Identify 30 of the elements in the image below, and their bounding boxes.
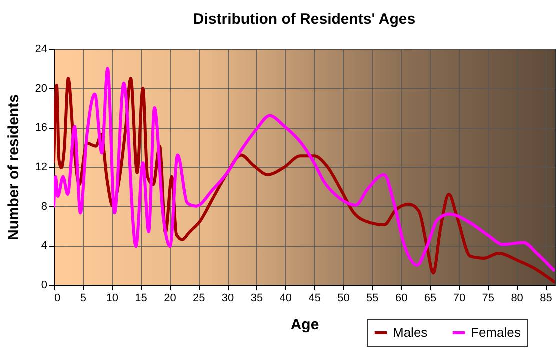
x-tick-label: 70 — [453, 292, 466, 304]
y-tick-label: 20 — [35, 82, 48, 95]
x-tick-label: 30 — [222, 292, 234, 304]
x-tick-label: 75 — [482, 292, 495, 304]
x-tick-label: 45 — [308, 292, 321, 304]
x-tick-label: 10 — [106, 292, 118, 304]
y-axis-title: Number of residents — [5, 94, 22, 240]
x-tick-label: 50 — [338, 292, 350, 304]
x-tick-label: 60 — [395, 292, 408, 304]
x-tick-label: 20 — [164, 292, 176, 304]
chart-title: Distribution of Residents' Ages — [193, 11, 416, 28]
x-tick-label: 25 — [193, 292, 206, 304]
legend-label: Females — [471, 325, 522, 340]
y-tick-label: 0 — [41, 280, 48, 292]
x-tick-label: 85 — [540, 292, 552, 304]
y-tick-label: 12 — [35, 162, 48, 174]
x-tick-label: 0 — [54, 292, 61, 304]
legend-label: Males — [393, 325, 428, 340]
x-tick-label: 80 — [511, 292, 524, 304]
y-tick-label: 16 — [35, 122, 48, 134]
y-tick-label: 24 — [35, 44, 48, 56]
x-tick-label: 55 — [366, 292, 379, 304]
x-tick-label: 65 — [424, 292, 437, 304]
y-tick-label: 4 — [41, 240, 48, 252]
x-axis-title: Age — [290, 316, 320, 334]
x-tick-label: 5 — [80, 292, 86, 304]
x-tick-label: 40 — [280, 292, 292, 304]
x-tick-label: 35 — [250, 292, 264, 304]
y-tick-label: 8 — [41, 200, 48, 213]
x-tick-label: 15 — [135, 292, 148, 304]
